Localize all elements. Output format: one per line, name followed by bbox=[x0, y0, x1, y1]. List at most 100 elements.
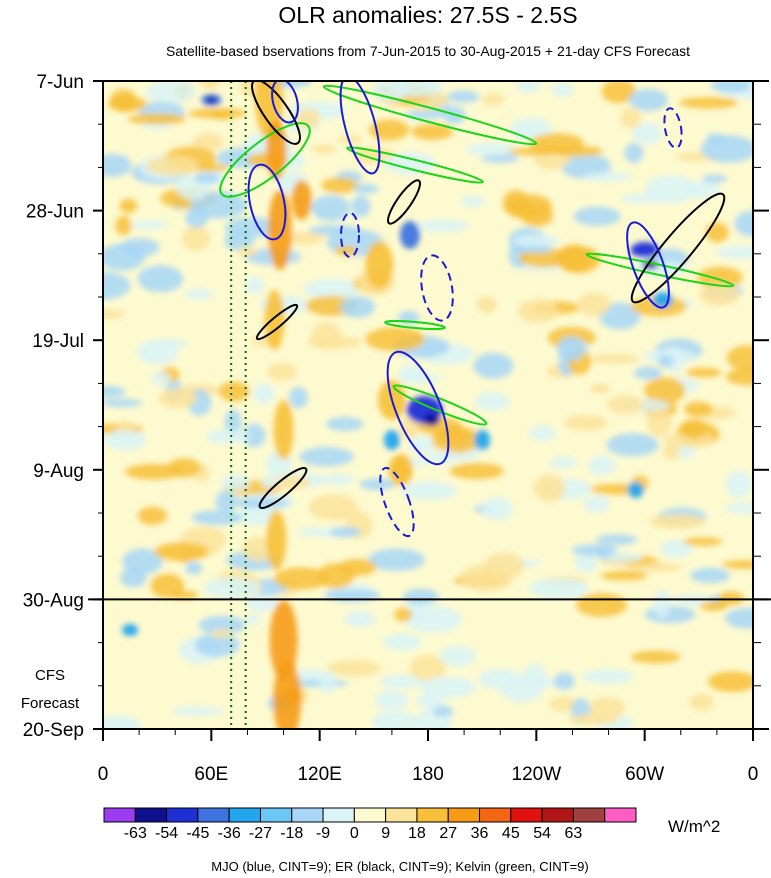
anomaly-blob bbox=[426, 450, 460, 464]
anomaly-blob bbox=[644, 377, 686, 405]
anomaly-blob bbox=[204, 577, 260, 599]
anomaly-blob bbox=[115, 215, 132, 236]
anomaly-blob bbox=[339, 296, 376, 318]
anomaly-blob bbox=[351, 195, 371, 218]
anomaly-blob bbox=[478, 668, 522, 690]
anomaly-blob bbox=[601, 81, 636, 104]
anomaly-blob bbox=[119, 568, 147, 588]
anomaly-blob bbox=[516, 81, 541, 93]
anomaly-blob bbox=[725, 367, 753, 386]
y-tick-label: 7-Jun bbox=[36, 72, 84, 93]
anomaly-blob bbox=[630, 650, 681, 664]
anomaly-blob bbox=[414, 219, 470, 233]
anomaly-blob bbox=[653, 589, 671, 618]
anomaly-blob bbox=[383, 633, 422, 651]
anomaly-blob bbox=[606, 433, 659, 457]
colorbar-box bbox=[416, 807, 449, 823]
anomaly-blob bbox=[473, 352, 514, 379]
anomaly-blob bbox=[624, 142, 644, 164]
anomaly-blob bbox=[309, 494, 359, 521]
anomaly-blob bbox=[137, 506, 168, 525]
anomaly-blob bbox=[267, 362, 297, 381]
kelvin-contour bbox=[219, 122, 311, 198]
anomaly-blob bbox=[299, 447, 354, 467]
anomaly-blob bbox=[581, 172, 633, 182]
anomaly-blob bbox=[552, 82, 574, 97]
anomaly-blob bbox=[154, 542, 209, 562]
anomaly-blob bbox=[182, 225, 210, 252]
negative-anomaly bbox=[627, 482, 644, 498]
anomaly-blob bbox=[683, 401, 713, 417]
anomaly-blob bbox=[130, 220, 169, 229]
colorbar-units: W/m^2 bbox=[668, 817, 720, 836]
positive-anomaly bbox=[273, 660, 302, 729]
anomaly-blob bbox=[439, 645, 476, 667]
anomaly-blob bbox=[449, 463, 505, 480]
anomaly-blob bbox=[483, 552, 525, 580]
anomaly-blob bbox=[573, 206, 621, 226]
positive-anomaly bbox=[269, 600, 298, 680]
x-tick-label: 120E bbox=[297, 764, 341, 785]
anomaly-blobs bbox=[103, 81, 753, 729]
colorbar-label: 18 bbox=[408, 825, 426, 842]
anomaly-blob bbox=[311, 322, 342, 350]
mjo-contour-dashed bbox=[340, 212, 360, 258]
x-tick-label: 60E bbox=[194, 764, 228, 785]
anomaly-blob bbox=[411, 123, 454, 141]
anomaly-blob bbox=[725, 470, 753, 498]
anomaly-blob bbox=[167, 458, 202, 478]
positive-anomaly bbox=[388, 454, 413, 486]
colorbar-label: 27 bbox=[439, 825, 457, 842]
er-contour bbox=[255, 303, 299, 341]
anomaly-blob bbox=[721, 560, 753, 569]
anomaly-blob bbox=[206, 428, 251, 444]
forecast-label-line2: Forecast bbox=[21, 695, 80, 712]
positive-anomaly bbox=[273, 400, 294, 460]
negative-anomaly bbox=[423, 414, 440, 426]
anomaly-blob bbox=[245, 594, 278, 612]
anomaly-blob bbox=[705, 222, 729, 243]
er-contour bbox=[387, 179, 421, 225]
contours-note: MJO (blue, CINT=9); ER (black, CINT=9); … bbox=[211, 859, 588, 874]
anomaly-blob bbox=[323, 473, 355, 485]
anomaly-blob bbox=[520, 204, 554, 227]
anomaly-blob bbox=[699, 283, 740, 306]
anomaly-blob bbox=[415, 693, 445, 709]
anomaly-blob bbox=[710, 81, 751, 93]
colorbar-box bbox=[479, 807, 512, 823]
anomaly-blob bbox=[321, 177, 359, 194]
anomaly-blob bbox=[518, 248, 570, 268]
anomaly-blob bbox=[379, 674, 423, 689]
anomaly-blob bbox=[183, 289, 214, 300]
anomaly-blob bbox=[679, 97, 739, 109]
anomaly-blob bbox=[717, 245, 753, 260]
anomaly-blob bbox=[218, 381, 250, 402]
colorbar-box bbox=[572, 807, 606, 823]
x-tick-label: 0 bbox=[98, 764, 109, 785]
negative-anomaly bbox=[122, 624, 139, 636]
y-tick-label: 28-Jun bbox=[26, 202, 84, 223]
anomaly-blob bbox=[529, 133, 584, 153]
anomaly-blob bbox=[185, 561, 203, 575]
anomaly-blob bbox=[311, 194, 350, 222]
anomaly-blob bbox=[662, 443, 680, 460]
anomaly-blob bbox=[108, 96, 147, 112]
anomaly-blob bbox=[577, 292, 612, 317]
mjo-contour bbox=[386, 350, 450, 466]
anomaly-blob bbox=[185, 207, 209, 228]
anomaly-blob bbox=[657, 355, 674, 368]
anomaly-blob bbox=[372, 710, 419, 729]
positive-anomaly bbox=[291, 180, 312, 220]
kelvin-contour bbox=[322, 84, 538, 146]
mjo-contour bbox=[271, 81, 299, 124]
negative-anomaly bbox=[383, 430, 400, 450]
anomaly-blob bbox=[447, 90, 480, 103]
anomaly-blob bbox=[312, 144, 336, 154]
anomaly-blob bbox=[103, 309, 126, 320]
colorbar-box bbox=[353, 807, 387, 823]
colorbar-label: -27 bbox=[249, 825, 272, 842]
anomaly-blob bbox=[191, 510, 243, 526]
anomaly-blob bbox=[481, 497, 513, 520]
negative-anomaly bbox=[206, 97, 217, 103]
anomaly-blob bbox=[512, 234, 560, 247]
